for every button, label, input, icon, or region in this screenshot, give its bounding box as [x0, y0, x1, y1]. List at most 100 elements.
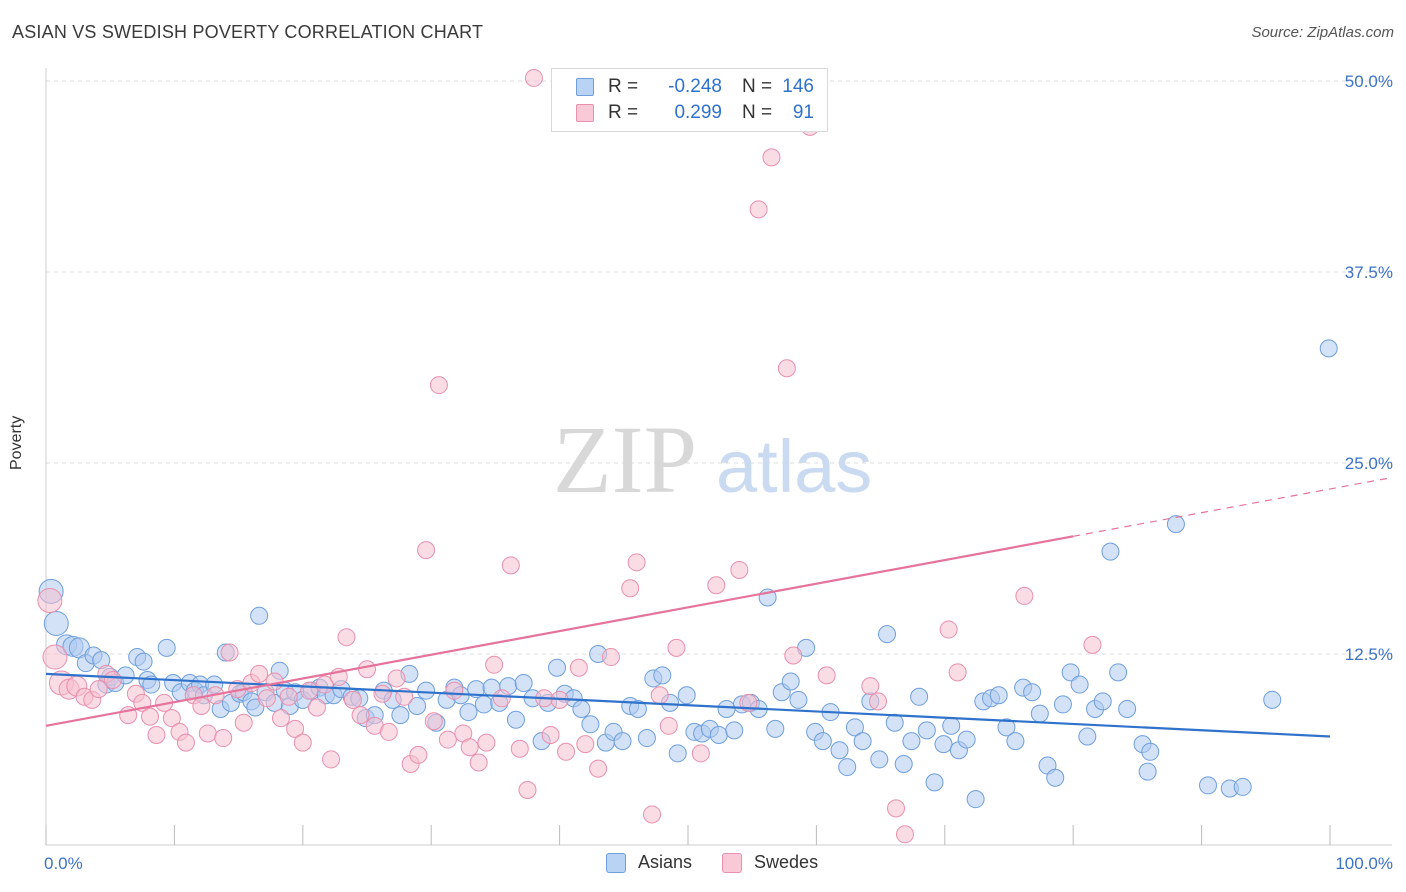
asians-point: [934, 735, 953, 754]
swedes-point: [286, 719, 305, 738]
swedes-point: [438, 730, 457, 749]
swedes-point: [271, 709, 290, 728]
asians-point: [1101, 542, 1120, 561]
swedes-trend-line: [45, 535, 1074, 727]
asians-point: [957, 730, 976, 749]
swedes-point: [485, 655, 504, 674]
swedes-point: [601, 648, 620, 667]
swedes-point: [627, 553, 646, 572]
asians-trend-line: [45, 672, 1331, 738]
swedes-point: [589, 759, 608, 778]
swedes-point: [501, 556, 520, 575]
swedes-point: [162, 709, 181, 728]
swedes-point: [387, 669, 406, 688]
legend-row-swedes: R = 0.299 N = 91: [576, 101, 814, 125]
n-value: 146: [782, 76, 814, 97]
swedes-point: [939, 620, 958, 639]
chart-title: ASIAN VS SWEDISH POVERTY CORRELATION CHA…: [12, 22, 484, 42]
swedes-point: [887, 799, 906, 818]
r-label: R =: [608, 102, 639, 123]
swedes-point: [358, 660, 376, 679]
asians-point: [1166, 515, 1185, 534]
swedes-point: [293, 733, 312, 752]
swedes-point: [250, 664, 269, 683]
swedes-point: [42, 644, 68, 670]
asians-point: [717, 700, 736, 719]
asians-point: [989, 686, 1008, 705]
asians-point: [142, 675, 161, 694]
legend-row-asians: R = -0.248 N = 146: [576, 75, 814, 99]
asians-point: [1319, 339, 1338, 358]
watermark-atlas: atlas: [716, 425, 872, 508]
swedes-point: [477, 733, 496, 752]
swedes-point: [198, 724, 217, 743]
asians-point: [709, 725, 728, 744]
swedes-point: [895, 825, 914, 844]
asians-point: [830, 741, 849, 760]
swedes-point: [777, 359, 796, 378]
asians-point: [134, 652, 153, 671]
swedes-point: [667, 638, 686, 657]
swedes-point: [518, 780, 537, 799]
asians-point: [43, 610, 69, 636]
swedes-point: [621, 579, 640, 598]
asians-point: [942, 716, 961, 735]
swedes-point: [337, 628, 356, 647]
swedes-point: [730, 560, 749, 579]
asians-point: [548, 658, 567, 677]
r-label: R =: [608, 76, 639, 97]
swedes-point: [948, 663, 967, 682]
asians-point: [628, 700, 647, 719]
n-value: 91: [792, 102, 814, 123]
asians-point: [997, 718, 1016, 737]
swedes-point: [322, 750, 341, 769]
asians-point: [613, 732, 632, 751]
x-tick-label: 0.0%: [44, 854, 83, 873]
swedes-point: [650, 686, 669, 705]
swedes-swatch: [722, 852, 743, 873]
swedes-point: [315, 675, 334, 694]
tick-labels: 12.5% 25.0% 37.5% 50.0% 0.0% 100.0%: [44, 72, 1393, 873]
swedes-point: [1083, 635, 1102, 654]
swedes-point: [257, 689, 276, 708]
swedes-point: [557, 742, 576, 761]
asians-point: [637, 729, 656, 748]
asians-point: [653, 666, 672, 685]
swedes-point: [576, 735, 595, 754]
y-tick-label: 37.5%: [1345, 263, 1393, 282]
asians-point: [910, 687, 929, 706]
asians-point: [789, 690, 808, 709]
asians-point: [1053, 695, 1072, 714]
swedes-point: [343, 690, 362, 709]
swedes-point: [817, 666, 836, 685]
y-axis-label: Poverty: [8, 415, 25, 470]
asians-point: [1138, 762, 1157, 781]
asians-point: [1093, 692, 1112, 711]
swedes-point: [762, 148, 781, 167]
swedes-point: [379, 722, 398, 741]
asians-point: [1233, 777, 1252, 796]
asians-point: [902, 732, 921, 751]
swedes-point: [869, 692, 888, 711]
swedes-point: [492, 689, 511, 708]
correlation-legend: R = -0.248 N = 146 R = 0.299 N = 91: [551, 68, 828, 132]
swedes-point: [214, 729, 233, 748]
asians-point: [506, 710, 525, 729]
swedes-point: [417, 541, 436, 560]
asians-swatch: [606, 852, 626, 873]
asians-point: [677, 686, 696, 705]
swedes-point: [1015, 586, 1034, 605]
legend-label-swedes: Swedes: [754, 852, 819, 872]
swedes-point: [569, 658, 588, 677]
watermark-zip: ZIP: [553, 406, 697, 513]
swedes-point: [409, 745, 428, 764]
swedes-trend-extension: [1073, 476, 1393, 537]
swedes-point: [659, 716, 678, 735]
swedes-point: [192, 696, 211, 715]
swedes-point: [220, 643, 239, 662]
asians-point: [781, 672, 800, 691]
legend-item-asians: Asians: [606, 852, 692, 873]
y-tick-label: 25.0%: [1345, 454, 1393, 473]
asians-point: [668, 744, 687, 763]
